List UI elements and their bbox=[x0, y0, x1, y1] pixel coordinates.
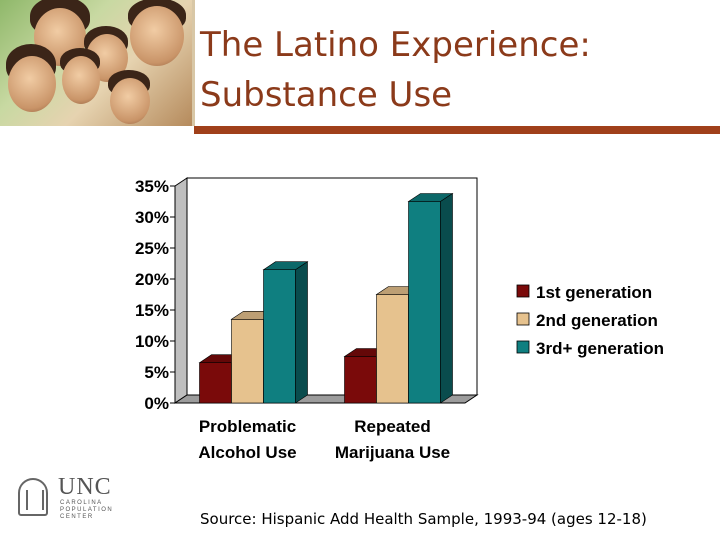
bar-1-cat-1 bbox=[199, 362, 232, 404]
unc-cpc-logo: UNC CAROLINA POPULATION CENTER bbox=[14, 474, 124, 524]
y-tick-label: 5% bbox=[144, 363, 169, 382]
family-photo bbox=[0, 0, 192, 126]
category-label: Repeated bbox=[354, 417, 431, 436]
legend-swatch bbox=[516, 340, 530, 354]
bars-layer bbox=[198, 192, 454, 404]
legend-swatch bbox=[516, 284, 530, 298]
y-tick-label: 15% bbox=[135, 301, 169, 320]
title-line-2: Substance Use bbox=[200, 75, 453, 115]
side-wall bbox=[174, 177, 188, 404]
bar-1-cat-2 bbox=[344, 356, 377, 404]
bar-3-cat-2 bbox=[408, 201, 441, 404]
photo-divider bbox=[192, 0, 195, 126]
title-line-1: The Latino Experience: bbox=[200, 25, 591, 65]
legend: 1st generation 2nd generation 3rd+ generat… bbox=[516, 283, 664, 358]
y-tick-label: 20% bbox=[135, 270, 169, 289]
category-label: Marijuana Use bbox=[335, 443, 450, 462]
slide-title: The Latino Experience: Substance Use bbox=[200, 20, 700, 120]
category-label: Problematic bbox=[199, 417, 296, 436]
y-tick-label: 25% bbox=[135, 239, 169, 258]
bar-2-cat-1 bbox=[231, 318, 264, 404]
legend-label: 3rd+ generation bbox=[536, 339, 664, 358]
category-label: Alcohol Use bbox=[198, 443, 296, 462]
legend-swatch bbox=[516, 312, 530, 326]
labels-layer: 0% 5% 10% 15% 20% 25% 30% 35% Problematic Alcohol… bbox=[135, 177, 450, 462]
logo-subtitle: CAROLINA POPULATION CENTER bbox=[60, 500, 114, 520]
legend-label: 2nd generation bbox=[536, 311, 658, 330]
bar-side bbox=[295, 261, 308, 404]
y-tick-label: 35% bbox=[135, 177, 169, 196]
y-tick-label: 30% bbox=[135, 208, 169, 227]
title-rule bbox=[194, 126, 720, 134]
source-note: Source: Hispanic Add Health Sample, 1993… bbox=[200, 510, 647, 528]
bar-side bbox=[440, 192, 453, 404]
logo-unc-text: UNC bbox=[58, 474, 112, 500]
y-tick-label: 0% bbox=[144, 394, 169, 413]
old-well-icon bbox=[18, 478, 48, 516]
bar-2-cat-2 bbox=[376, 294, 409, 404]
bar-3-cat-1 bbox=[263, 269, 296, 404]
legend-label: 1st generation bbox=[536, 283, 652, 302]
y-tick-label: 10% bbox=[135, 332, 169, 351]
